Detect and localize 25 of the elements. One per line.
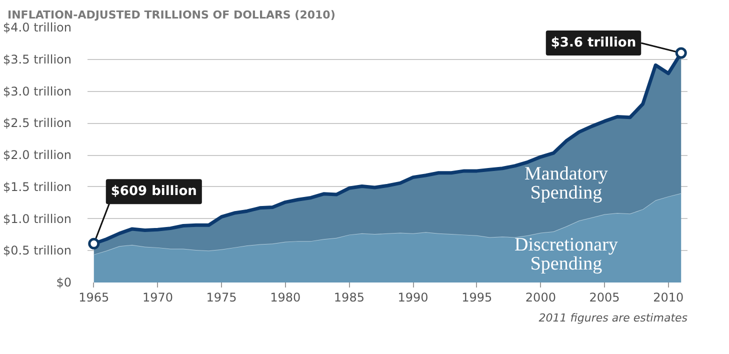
y-tick-label: $4.0 trillion bbox=[3, 20, 72, 34]
y-tick-label: $3.0 trillion bbox=[3, 84, 72, 98]
x-tick-label: 1965 bbox=[78, 290, 110, 304]
x-tick-label: 2000 bbox=[525, 290, 556, 304]
text: 2011 figures are estimates bbox=[538, 312, 688, 324]
x-tick-label: 1970 bbox=[142, 290, 173, 304]
x-tick-label: 1980 bbox=[270, 290, 301, 304]
y-tick-label: $2.5 trillion bbox=[3, 116, 72, 130]
y-tick-label: $0 bbox=[56, 276, 72, 290]
x-tick-label: 2010 bbox=[653, 290, 684, 304]
x-tick-label: 1990 bbox=[398, 290, 428, 304]
y-tick-label: $3.5 trillion bbox=[3, 52, 72, 66]
y-tick-label: $2.0 trillion bbox=[3, 148, 72, 162]
annotation: $609 billion bbox=[110, 184, 197, 200]
y-tick-label: $1.5 trillion bbox=[3, 180, 72, 194]
series-label: Mandatory Spending bbox=[524, 164, 608, 204]
annotation: $3.6 trillion bbox=[550, 36, 636, 50]
x-tick-label: 1975 bbox=[206, 290, 237, 304]
y-tick-label: $1.0 trillion bbox=[3, 212, 72, 226]
y-tick-label: $0.5 trillion bbox=[3, 244, 72, 258]
series-label: Discretionary Spending bbox=[514, 234, 618, 274]
x-tick-label: 2005 bbox=[589, 290, 620, 304]
chart-title: INFLATION-ADJUSTED TRILLIONS OF DOLLARS (2010) bbox=[8, 8, 336, 22]
x-tick-label: 1995 bbox=[462, 290, 492, 304]
x-tick-label: 1985 bbox=[334, 290, 364, 304]
